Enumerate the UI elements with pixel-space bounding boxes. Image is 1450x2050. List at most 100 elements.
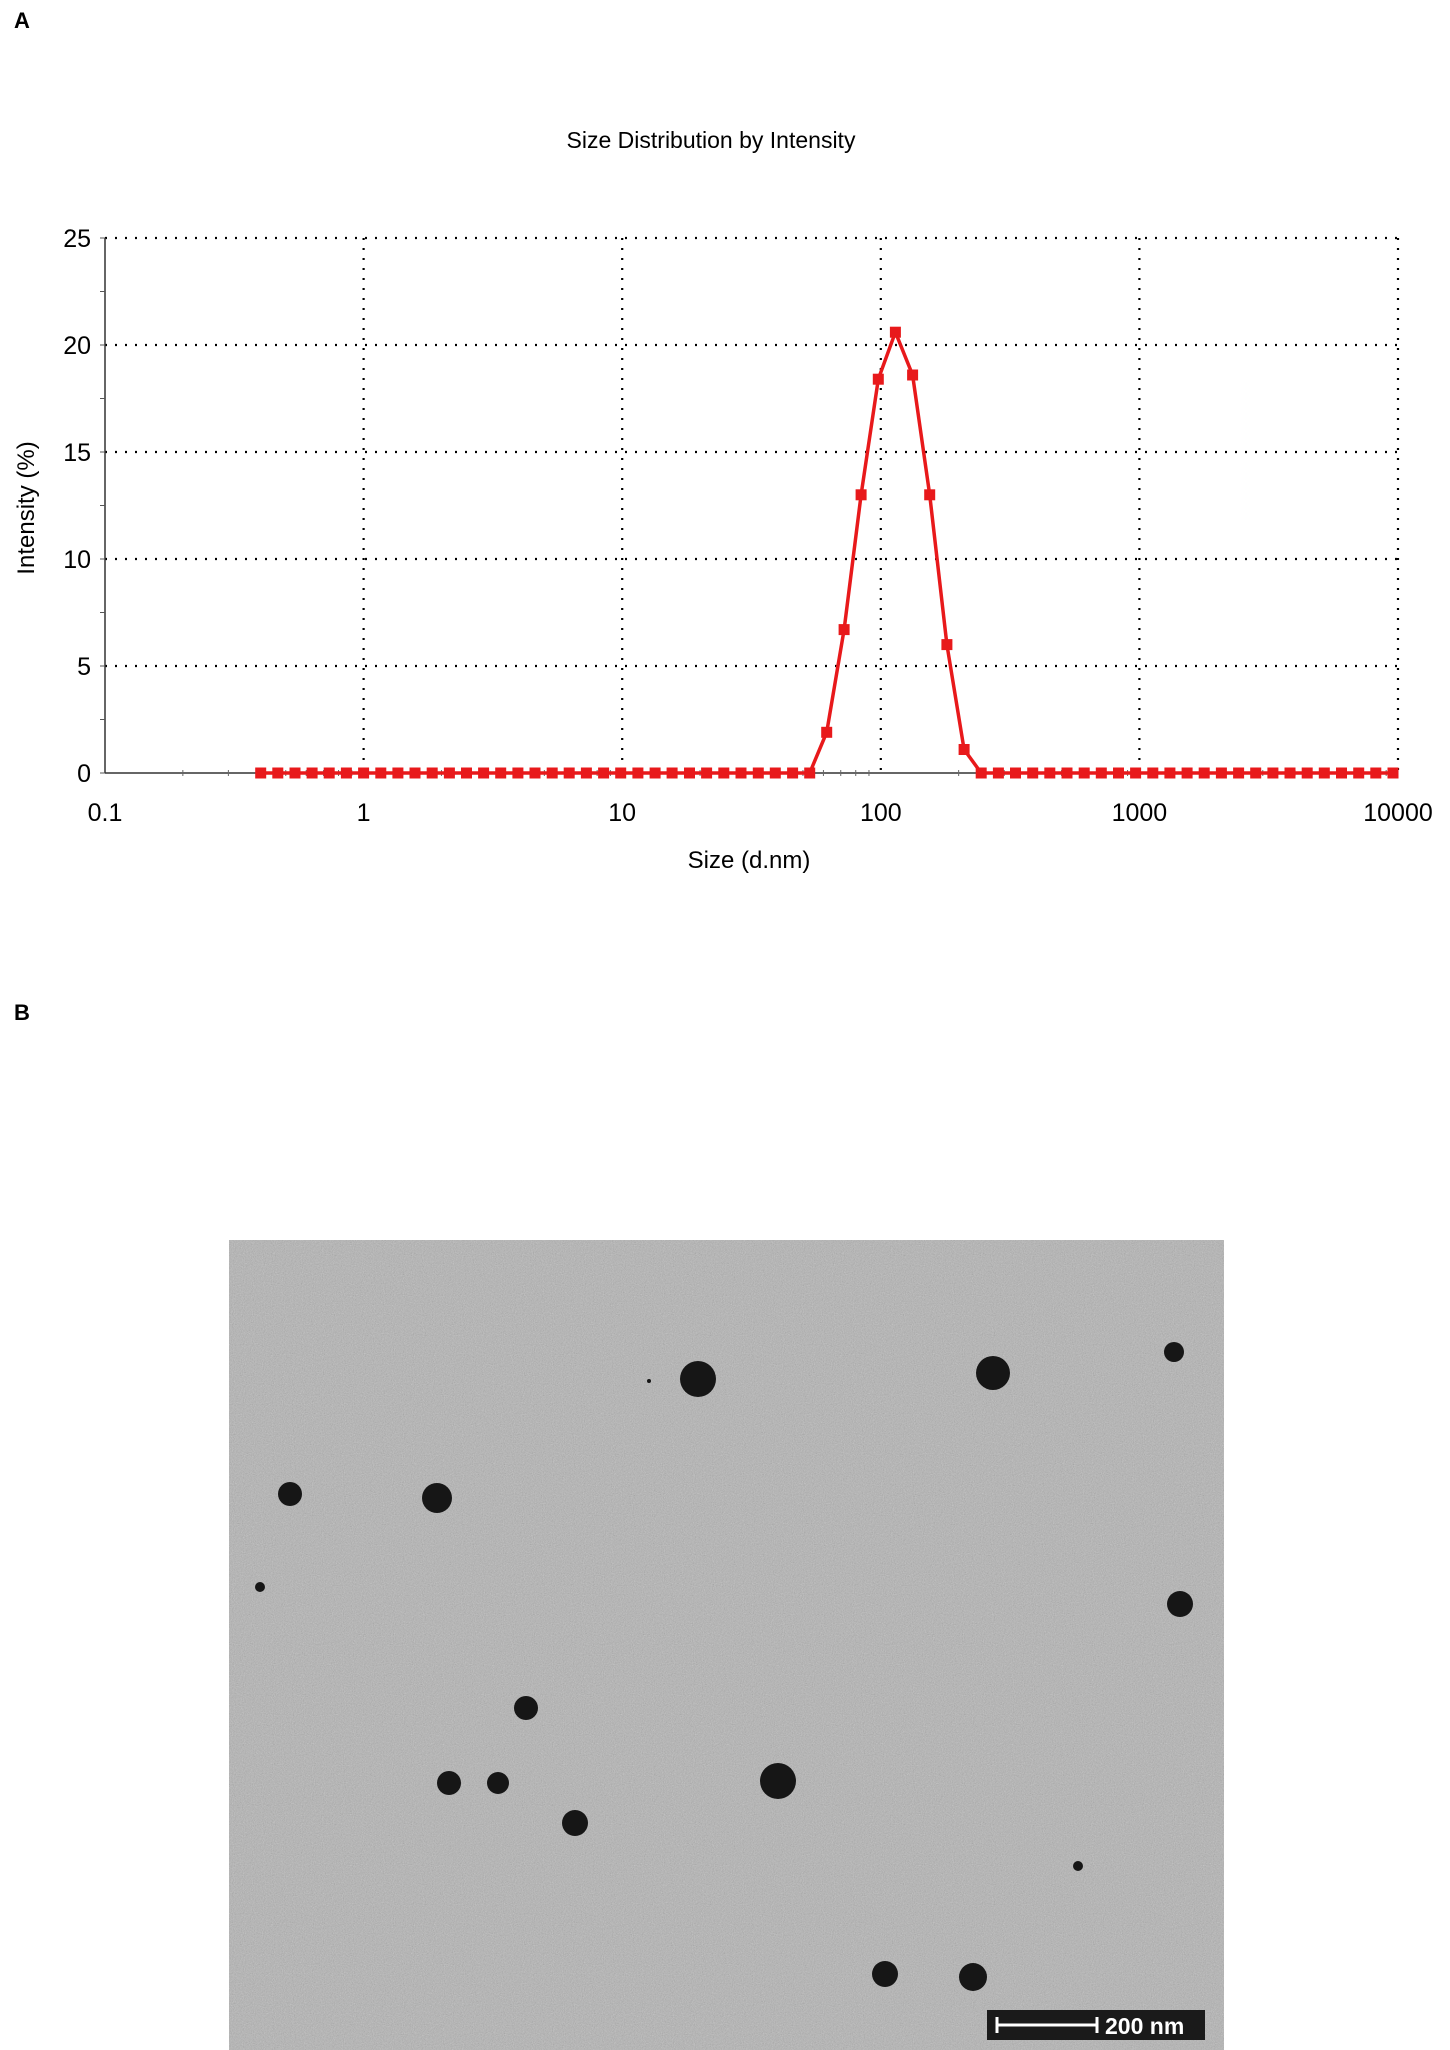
data-point — [1061, 767, 1073, 779]
nanoparticle — [278, 1482, 302, 1506]
data-point — [443, 767, 455, 779]
data-point — [1147, 767, 1159, 779]
data-point — [409, 767, 421, 779]
axes — [100, 237, 1398, 776]
data-point — [1387, 767, 1399, 779]
micrograph-grain — [229, 1240, 1224, 2050]
y-tick-label: 15 — [63, 439, 91, 467]
data-point — [1010, 767, 1021, 779]
scale-bar-label: 200 nm — [1105, 2013, 1184, 2039]
nanoparticle — [1164, 1342, 1184, 1362]
data-point — [855, 489, 867, 501]
data-point — [975, 767, 987, 779]
data-point — [1095, 767, 1107, 779]
nanoparticle — [1167, 1591, 1193, 1617]
x-tick-label: 10000 — [1363, 799, 1433, 827]
data-point — [478, 767, 490, 779]
data-point — [889, 326, 901, 338]
data-point — [495, 767, 507, 779]
data-point — [752, 767, 764, 779]
x-axis-label: Size (d.nm) — [688, 847, 811, 874]
data-point — [804, 767, 816, 779]
grid-lines — [105, 236, 1400, 773]
data-point — [992, 767, 1004, 779]
data-point — [666, 767, 678, 779]
x-tick-label: 100 — [860, 799, 902, 827]
tem-micrograph: 200 nm — [229, 1240, 1224, 2050]
data-point — [289, 767, 301, 779]
data-point — [684, 767, 695, 779]
nanoparticles — [255, 1342, 1193, 1991]
data-point — [787, 767, 799, 779]
data-point — [1284, 767, 1296, 779]
data-point — [1215, 767, 1227, 779]
tick-labels: 0.1 1 10 100 1000 10000 0 5 10 15 20 25 — [63, 225, 1433, 827]
data-point — [735, 767, 747, 779]
data-point — [769, 767, 781, 779]
data-point — [958, 744, 970, 755]
y-tick-label: 10 — [63, 546, 91, 574]
data-point — [1233, 767, 1245, 779]
nanoparticle — [514, 1696, 538, 1720]
series-intensity — [255, 326, 1399, 779]
data-point — [358, 767, 370, 779]
data-point — [1267, 767, 1279, 779]
nanoparticle — [437, 1771, 461, 1795]
data-point — [375, 767, 387, 779]
data-point — [461, 767, 472, 779]
data-point — [546, 767, 558, 779]
nanoparticle — [976, 1356, 1010, 1390]
data-point — [529, 767, 541, 779]
nanoparticle — [647, 1379, 651, 1383]
nanoparticle — [680, 1361, 716, 1397]
nanoparticle — [562, 1810, 588, 1836]
y-tick-label: 5 — [77, 653, 91, 681]
data-point — [426, 767, 438, 779]
size-distribution-chart: Size Distribution by Intensity 0.1 1 10 100… — [13, 127, 1433, 874]
data-point — [1113, 767, 1124, 779]
data-point — [1336, 767, 1347, 779]
data-point — [1318, 767, 1330, 779]
nanoparticle — [487, 1772, 509, 1794]
nanoparticle — [760, 1763, 796, 1799]
data-point — [718, 767, 730, 779]
scale-bar: 200 nm — [987, 2010, 1205, 2040]
data-point — [1044, 767, 1056, 779]
data-point — [1181, 767, 1193, 779]
data-point — [872, 373, 884, 385]
data-point — [907, 369, 919, 381]
data-point — [323, 767, 335, 779]
data-point — [1164, 767, 1176, 779]
data-point — [340, 767, 352, 779]
x-tick-label: 10 — [608, 799, 636, 827]
data-point — [512, 767, 524, 779]
data-point — [649, 767, 661, 779]
data-point — [1027, 767, 1039, 779]
nanoparticle — [255, 1582, 265, 1592]
data-point — [701, 767, 713, 779]
data-point — [1370, 767, 1382, 779]
nanoparticle — [959, 1963, 987, 1991]
y-tick-label: 0 — [77, 760, 91, 788]
data-point — [1130, 767, 1142, 779]
y-tick-label: 25 — [63, 225, 91, 253]
data-point — [1353, 767, 1365, 779]
chart-title: Size Distribution by Intensity — [567, 127, 856, 153]
panel-a-label: A — [14, 8, 30, 33]
data-point — [1301, 767, 1313, 779]
data-point — [255, 767, 267, 779]
data-point — [1250, 767, 1262, 779]
data-point — [1198, 767, 1210, 779]
nanoparticle — [1073, 1861, 1083, 1871]
data-point — [563, 767, 575, 779]
data-point — [838, 624, 850, 636]
data-point — [821, 726, 833, 738]
y-tick-label: 20 — [63, 332, 91, 360]
nanoparticle — [872, 1961, 898, 1987]
x-tick-label: 0.1 — [88, 799, 123, 827]
nanoparticle — [422, 1483, 452, 1513]
data-point — [924, 489, 936, 501]
data-point — [306, 767, 318, 779]
data-point — [1078, 767, 1090, 779]
data-point — [615, 767, 627, 779]
